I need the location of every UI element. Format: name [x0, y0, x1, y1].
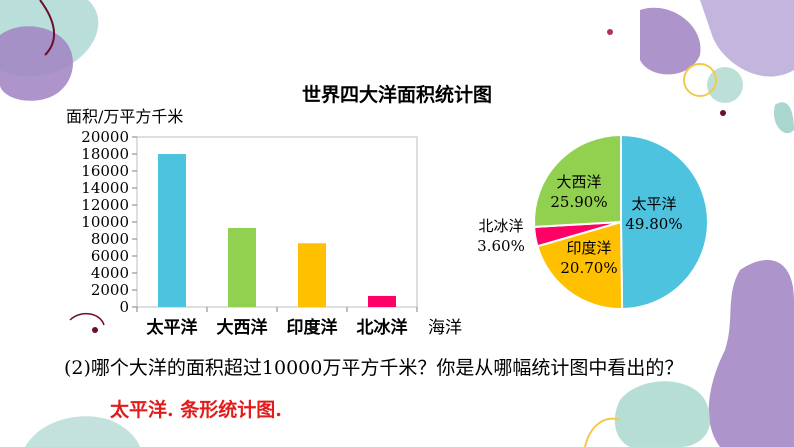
- x-tick-label: 印度洋: [287, 317, 338, 338]
- pie-slice-name: 印度洋: [566, 239, 611, 257]
- bar-3: [368, 295, 396, 307]
- pie-chart: 太平洋 49.80% 印度洋 20.70% 北冰洋 3.60% 大西洋 25.90%: [477, 133, 709, 311]
- y-tick-label: 16000: [81, 162, 129, 180]
- bar-x-axis-label: 海洋: [428, 318, 462, 338]
- question-text: (2)哪个大洋的面积超过10000万平方千米？你是从哪幅统计图中看出的？: [64, 357, 684, 379]
- x-tick-label: 北冰洋: [357, 317, 408, 338]
- bar-2: [298, 243, 326, 307]
- pie-slice-percent: 3.60%: [477, 237, 525, 255]
- pie-slice-percent: 20.70%: [560, 259, 617, 277]
- pie-slice-name: 大西洋: [556, 173, 601, 191]
- bar-0: [158, 154, 186, 307]
- pie-slice-name: 太平洋: [631, 195, 676, 213]
- x-tick-label: 大西洋: [217, 317, 268, 338]
- pie-slice-percent: 49.80%: [625, 215, 682, 233]
- answer-text: 太平洋. 条形统计图.: [110, 399, 282, 421]
- y-tick-label: 0: [119, 298, 129, 316]
- y-tick-label: 14000: [81, 179, 129, 197]
- y-tick-label: 2000: [91, 281, 129, 299]
- y-tick-label: 10000: [81, 213, 129, 231]
- y-tick-label: 18000: [81, 145, 129, 163]
- y-tick-label: 6000: [91, 247, 129, 265]
- x-tick-label: 太平洋: [147, 317, 198, 338]
- pie-slice-3: [533, 133, 622, 228]
- pie-slice-percent: 25.90%: [550, 193, 607, 211]
- y-tick-label: 12000: [81, 196, 129, 214]
- y-tick-label: 4000: [91, 264, 129, 282]
- pie-slice-name: 北冰洋: [478, 217, 523, 235]
- y-tick-label: 20000: [81, 128, 129, 146]
- bar-1: [228, 227, 256, 307]
- pie-slice-1: [536, 220, 624, 310]
- chart-title: 世界四大洋面积统计图: [301, 84, 492, 106]
- pie-slice-0: [620, 133, 709, 311]
- bar-y-axis-label: 面积/万平方千米: [66, 107, 184, 126]
- bar-chart: 0200040006000800010000120001400016000180…: [81, 128, 462, 338]
- y-tick-label: 8000: [91, 230, 129, 248]
